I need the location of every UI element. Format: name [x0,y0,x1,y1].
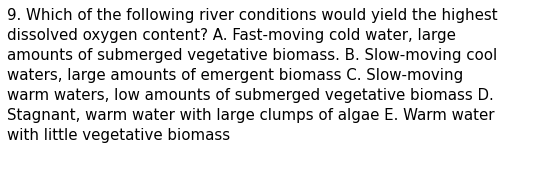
Text: 9. Which of the following river conditions would yield the highest
dissolved oxy: 9. Which of the following river conditio… [7,8,498,143]
